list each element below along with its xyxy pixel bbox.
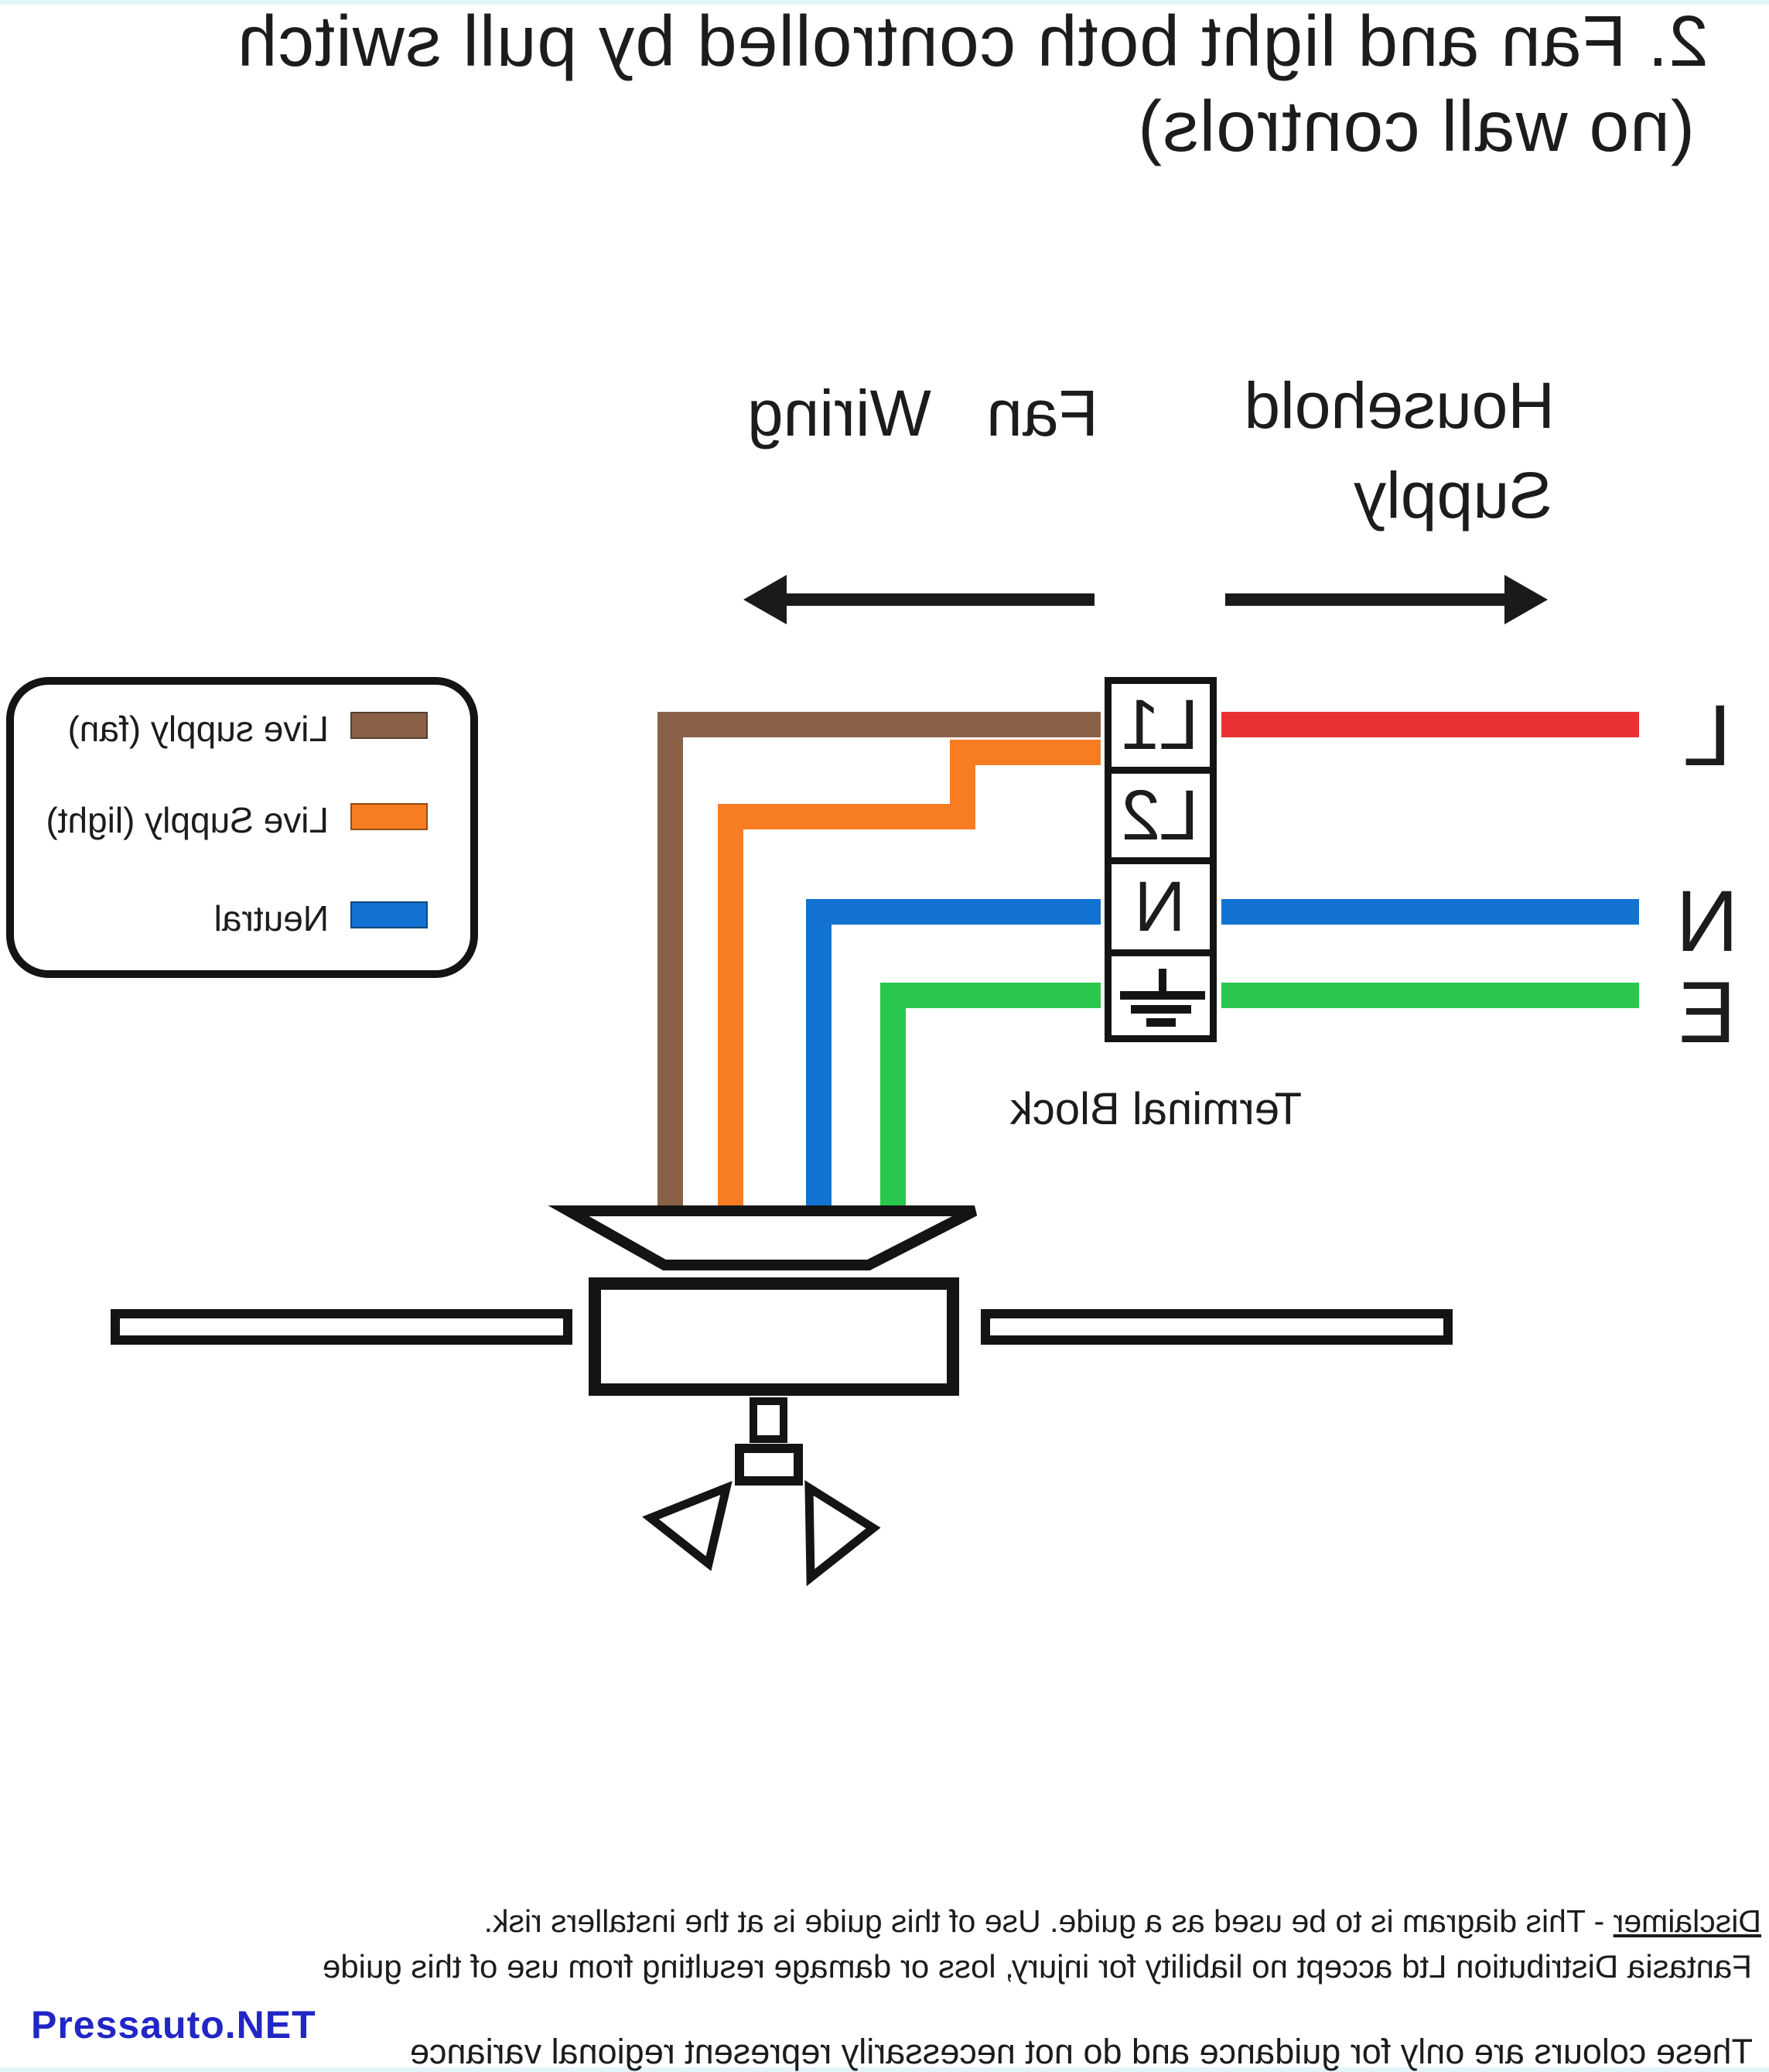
disclaimer-line1: Disclaimer - This diagram is to be used … [484, 1903, 1761, 1940]
fan-blade-right [111, 1309, 572, 1345]
disclaimer-lead: Disclaimer [1613, 1903, 1761, 1939]
bottom-edge-artifact [0, 2067, 1769, 2072]
fan-light-bulb-right [642, 1480, 733, 1571]
disclaimer-line2: Fantasia Distribution Ltd accept no liab… [322, 1948, 1752, 1985]
fan-light-fitting [735, 1444, 803, 1486]
fan-downrod-neck [750, 1397, 787, 1443]
fan-canopy [548, 1205, 978, 1270]
watermark: Pressauto.NET [31, 2003, 316, 2046]
disclaimer-line1-rest: - This diagram is to be used as a guide.… [483, 1903, 1614, 1939]
fan-light-bulb-left [804, 1479, 881, 1587]
disclaimer-line3: These colours are only for guidance and … [409, 2032, 1753, 2071]
top-edge-artifact [0, 0, 1769, 5]
fan-blade-left [981, 1309, 1453, 1345]
fan-motor-housing [589, 1277, 959, 1396]
